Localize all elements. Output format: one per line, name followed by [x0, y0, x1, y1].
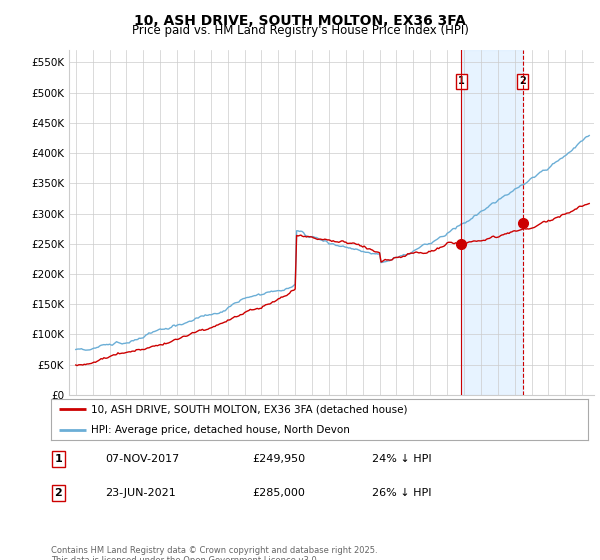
Text: Contains HM Land Registry data © Crown copyright and database right 2025.
This d: Contains HM Land Registry data © Crown c… — [51, 546, 377, 560]
Text: 23-JUN-2021: 23-JUN-2021 — [105, 488, 176, 498]
Bar — [461, 50, 523, 395]
Text: 10, ASH DRIVE, SOUTH MOLTON, EX36 3FA (detached house): 10, ASH DRIVE, SOUTH MOLTON, EX36 3FA (d… — [91, 404, 408, 414]
Text: £285,000: £285,000 — [252, 488, 305, 498]
Text: 1: 1 — [55, 454, 62, 464]
Text: 26% ↓ HPI: 26% ↓ HPI — [372, 488, 431, 498]
Text: 1: 1 — [458, 76, 465, 86]
Text: 2: 2 — [519, 76, 526, 86]
Text: 24% ↓ HPI: 24% ↓ HPI — [372, 454, 431, 464]
Text: 07-NOV-2017: 07-NOV-2017 — [105, 454, 179, 464]
Text: 10, ASH DRIVE, SOUTH MOLTON, EX36 3FA: 10, ASH DRIVE, SOUTH MOLTON, EX36 3FA — [134, 14, 466, 28]
Text: 2: 2 — [55, 488, 62, 498]
Text: HPI: Average price, detached house, North Devon: HPI: Average price, detached house, Nort… — [91, 424, 350, 435]
Text: Price paid vs. HM Land Registry's House Price Index (HPI): Price paid vs. HM Land Registry's House … — [131, 24, 469, 37]
Text: £249,950: £249,950 — [252, 454, 305, 464]
